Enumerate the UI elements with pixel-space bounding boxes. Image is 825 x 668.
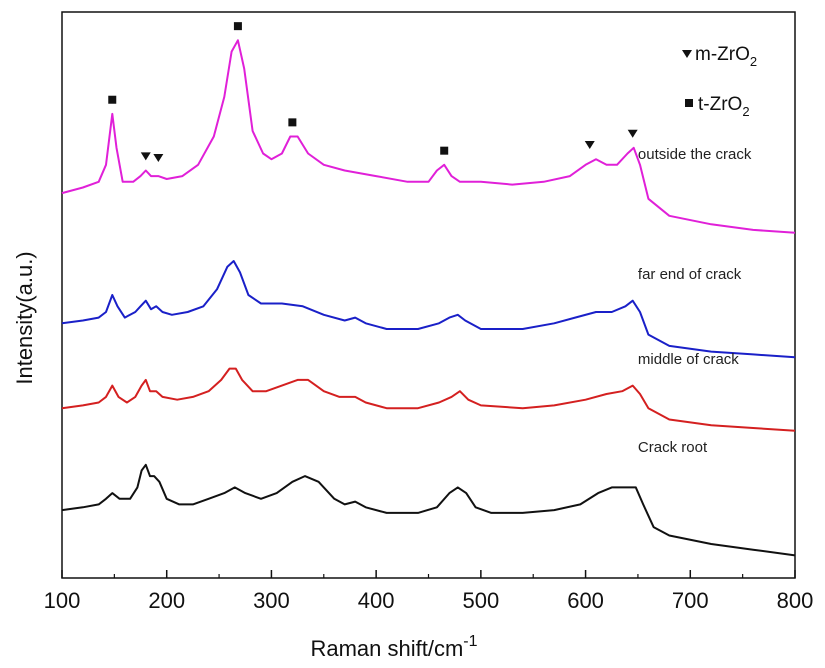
m-zro2-marker <box>140 152 151 161</box>
x-tick-label: 800 <box>777 588 814 613</box>
x-tick-label: 100 <box>44 588 81 613</box>
x-tick-label: 600 <box>567 588 604 613</box>
t-zro2-marker <box>233 22 242 31</box>
series-line-far-end-of-crack <box>61 260 796 359</box>
y-axis-title: Intensity(a.u.) <box>12 251 37 384</box>
sample-label: Crack root <box>638 439 708 456</box>
x-tick-label: 400 <box>358 588 395 613</box>
legend-square-icon <box>685 99 693 107</box>
legend-entry-m-zro2: m-ZrO2 <box>695 44 757 69</box>
t-zro2-marker <box>108 95 117 104</box>
x-tick-layer: 100 200 300 400 500 600 700 800 <box>44 570 814 613</box>
m-zro2-marker <box>584 141 595 150</box>
x-axis-title-superscript: -1 <box>463 633 477 650</box>
x-tick-label: 300 <box>253 588 290 613</box>
series-line-outside-the-crack <box>61 39 796 234</box>
t-zro2-marker <box>440 146 449 155</box>
legend-entry-t-zro2: t-ZrO2 <box>698 94 750 119</box>
sample-label: outside the crack <box>638 146 752 163</box>
sample-label: far end of crack <box>638 266 742 283</box>
sample-label: middle of crack <box>638 351 739 368</box>
series-line-crack-root <box>61 463 796 557</box>
sample-label-layer: outside the crack far end of crack middle … <box>638 146 752 456</box>
t-zro2-marker <box>288 118 297 127</box>
plot-border <box>61 11 796 579</box>
peak-marker-layer <box>108 22 638 163</box>
m-zro2-marker <box>153 154 164 163</box>
x-axis-title-main: Raman shift/cm <box>310 636 463 661</box>
x-tick-label: 700 <box>672 588 709 613</box>
legend-triangle-icon <box>682 50 692 58</box>
plot-frame <box>61 11 796 579</box>
x-tick-label: 500 <box>462 588 499 613</box>
m-zro2-marker <box>627 129 638 138</box>
legend: m-ZrO2 t-ZrO2 <box>682 44 757 119</box>
series-line-middle-of-crack <box>61 367 796 432</box>
series-layer <box>61 39 796 557</box>
x-axis-title: Raman shift/cm-1 <box>310 633 477 661</box>
x-tick-label: 200 <box>148 588 185 613</box>
